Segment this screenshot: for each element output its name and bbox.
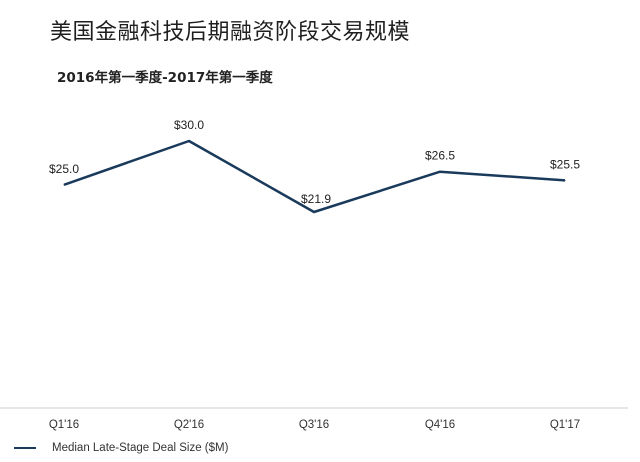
x-tick-label: Q1'16 — [49, 419, 79, 431]
data-label: $25.5 — [550, 157, 580, 171]
legend-label: Median Late-Stage Deal Size ($M) — [52, 442, 229, 454]
x-tick-label: Q4'16 — [425, 419, 455, 431]
data-label: $26.5 — [425, 149, 455, 163]
data-point — [564, 179, 566, 181]
data-point — [439, 171, 441, 173]
data-label: $21.9 — [301, 192, 331, 206]
series-layer — [63, 139, 566, 214]
data-label: $30.0 — [174, 118, 204, 132]
line-chart: $25.0 $30.0 $21.9 $26.5 $25.5 Q1'16 Q2'16 Q3'1… — [0, 118, 628, 431]
data-point — [188, 140, 190, 142]
x-tick-label: Q1'17 — [550, 419, 580, 431]
data-point — [313, 211, 315, 213]
legend: Median Late-Stage Deal Size ($M) — [14, 440, 228, 456]
chart-subtitle: 2016年第一季度-2017年第一季度 — [57, 70, 273, 86]
data-label: $25.0 — [49, 162, 79, 176]
legend-swatch — [14, 446, 36, 450]
x-tick-label: Q2'16 — [174, 419, 204, 431]
x-tick-layer: Q1'16 Q2'16 Q3'16 Q4'16 Q1'17 — [49, 419, 580, 431]
data-point — [63, 184, 65, 186]
x-tick-label: Q3'16 — [299, 419, 329, 431]
data-label-layer: $25.0 $30.0 $21.9 $26.5 $25.5 — [49, 118, 580, 206]
chart-title: 美国金融科技后期融资阶段交易规模 — [50, 20, 411, 45]
